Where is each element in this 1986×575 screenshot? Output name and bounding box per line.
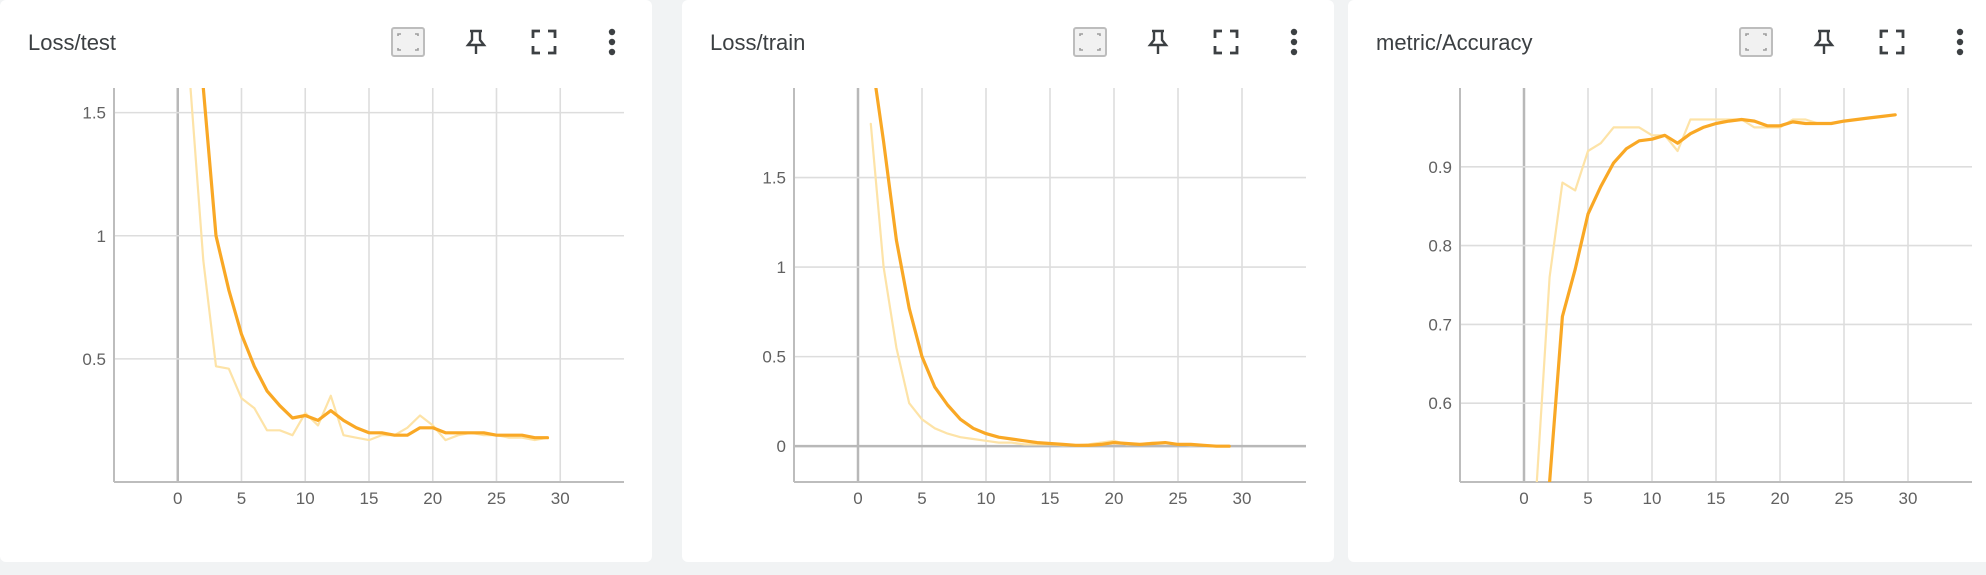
fit-domain-icon	[1739, 27, 1773, 57]
series-line-smoothed	[201, 88, 550, 440]
chart-card-metric-accuracy: metric/Accuracy 0 5 10 15 20 25 30 0.6 0.7 0.8 0.9	[1348, 0, 1986, 562]
more-vert-icon	[608, 28, 616, 56]
y-tick-label: 0.8	[1428, 237, 1452, 256]
x-tick-label: 25	[1835, 489, 1854, 508]
x-tick-label: 25	[1169, 489, 1188, 508]
x-tick-label: 15	[360, 489, 379, 508]
x-tick-label: 20	[1105, 489, 1124, 508]
chart-card-loss-train: Loss/train 0 5 10 15 20 25 30 0 0.5 1 1.5	[682, 0, 1334, 562]
x-tick-label: 10	[1643, 489, 1662, 508]
chart-plot: 0 5 10 15 20 25 30 0.6 0.7 0.8 0.9	[1428, 88, 1972, 508]
fit-domain-button[interactable]	[1070, 22, 1110, 62]
x-tick-label: 30	[1233, 489, 1252, 508]
fullscreen-icon	[1879, 29, 1905, 55]
more-options-button[interactable]	[1940, 22, 1980, 62]
x-tick-label: 0	[173, 489, 182, 508]
x-tick-label: 30	[1899, 489, 1918, 508]
more-vert-icon	[1290, 28, 1298, 56]
x-tick-label: 15	[1041, 489, 1060, 508]
x-tick-label: 25	[487, 489, 506, 508]
series-line-smoothed	[1547, 113, 1897, 482]
y-tick-label: 0.6	[1428, 394, 1452, 413]
fit-domain-button[interactable]	[1736, 22, 1776, 62]
x-tick-label: 10	[977, 489, 996, 508]
y-tick-label: 0.7	[1428, 315, 1452, 334]
pin-icon	[1147, 29, 1169, 54]
chart-title: Loss/train	[710, 30, 806, 55]
fit-domain-icon	[1073, 27, 1107, 57]
x-tick-label: 20	[423, 489, 442, 508]
y-tick-label: 1	[97, 227, 106, 246]
chart-title: Loss/test	[28, 30, 117, 55]
y-tick-label: 1.5	[82, 104, 106, 123]
x-tick-label: 30	[551, 489, 570, 508]
chart-card-loss-test: Loss/test 0 5 10 15 20 25 30 0.5 1 1.5	[0, 0, 652, 562]
fullscreen-icon	[1213, 29, 1239, 55]
fullscreen-button[interactable]	[524, 22, 564, 62]
x-tick-label: 0	[1519, 489, 1528, 508]
x-tick-label: 10	[296, 489, 315, 508]
pin-icon	[1813, 29, 1835, 54]
x-tick-label: 20	[1771, 489, 1790, 508]
y-tick-label: 1	[777, 258, 786, 277]
more-options-button[interactable]	[1274, 22, 1314, 62]
y-tick-label: 0.9	[1428, 158, 1452, 177]
fullscreen-icon	[531, 29, 557, 55]
y-tick-label: 0.5	[762, 348, 786, 367]
x-tick-label: 5	[237, 489, 246, 508]
chart-plot: 0 5 10 15 20 25 30 0.5 1 1.5	[82, 88, 624, 508]
fit-domain-icon	[391, 27, 425, 57]
series-line-smoothed	[874, 88, 1231, 448]
chart-plot: 0 5 10 15 20 25 30 0 0.5 1 1.5	[762, 88, 1306, 508]
pin-icon	[465, 29, 487, 54]
x-tick-label: 15	[1707, 489, 1726, 508]
pin-button[interactable]	[1138, 22, 1178, 62]
y-tick-label: 0.5	[82, 350, 106, 369]
chart-title: metric/Accuracy	[1376, 30, 1533, 55]
more-vert-icon	[1956, 28, 1964, 56]
x-tick-label: 0	[853, 489, 862, 508]
pin-button[interactable]	[1804, 22, 1844, 62]
pin-button[interactable]	[456, 22, 496, 62]
x-tick-label: 5	[1583, 489, 1592, 508]
y-tick-label: 0	[777, 437, 786, 456]
y-tick-label: 1.5	[762, 169, 786, 188]
fit-domain-button[interactable]	[388, 22, 428, 62]
fullscreen-button[interactable]	[1872, 22, 1912, 62]
fullscreen-button[interactable]	[1206, 22, 1246, 62]
x-tick-label: 5	[917, 489, 926, 508]
more-options-button[interactable]	[592, 22, 632, 62]
